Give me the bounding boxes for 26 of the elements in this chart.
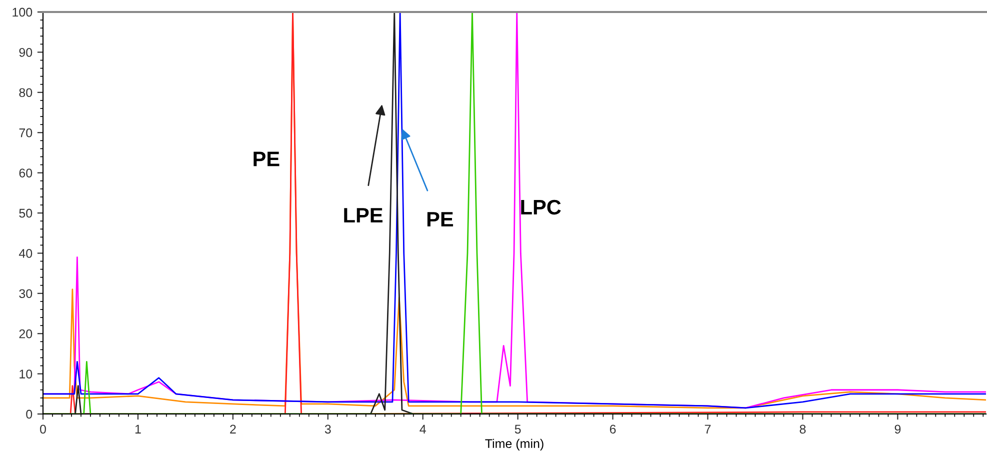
x-tick-label: 9 — [894, 424, 901, 434]
x-tick-label: 3 — [324, 424, 331, 434]
y-tick-label: 0 — [26, 410, 32, 419]
x-tick-label: 1 — [135, 424, 141, 434]
annotation: PE — [427, 212, 454, 226]
y-tick-label: 90 — [19, 48, 32, 57]
x-tick-label: 2 — [230, 424, 236, 434]
x-tick-label: 7 — [704, 424, 711, 434]
y-tick-label: 30 — [19, 289, 32, 298]
y-tick-label: 50 — [19, 208, 32, 218]
y-tick-label: 80 — [19, 88, 32, 98]
x-tick-label: 8 — [800, 424, 806, 434]
x-tick-label: 6 — [610, 424, 616, 434]
x-tick-label: 0 — [40, 424, 46, 434]
y-tick-label: 70 — [19, 128, 32, 138]
y-tick-label: 20 — [19, 329, 32, 338]
annotation: PE — [254, 152, 280, 166]
annotation: LPC — [521, 200, 561, 215]
y-tick-label: 60 — [19, 168, 32, 178]
annotation: LPE — [344, 208, 382, 222]
y-tick-label: 10 — [20, 370, 32, 378]
x-tick-label: 4 — [420, 424, 426, 434]
x-axis-title: Time (min) — [485, 438, 544, 450]
y-tick-label: 40 — [18, 249, 32, 258]
y-tick-label: 100 — [12, 8, 32, 17]
x-tick-label: 5 — [514, 424, 521, 434]
